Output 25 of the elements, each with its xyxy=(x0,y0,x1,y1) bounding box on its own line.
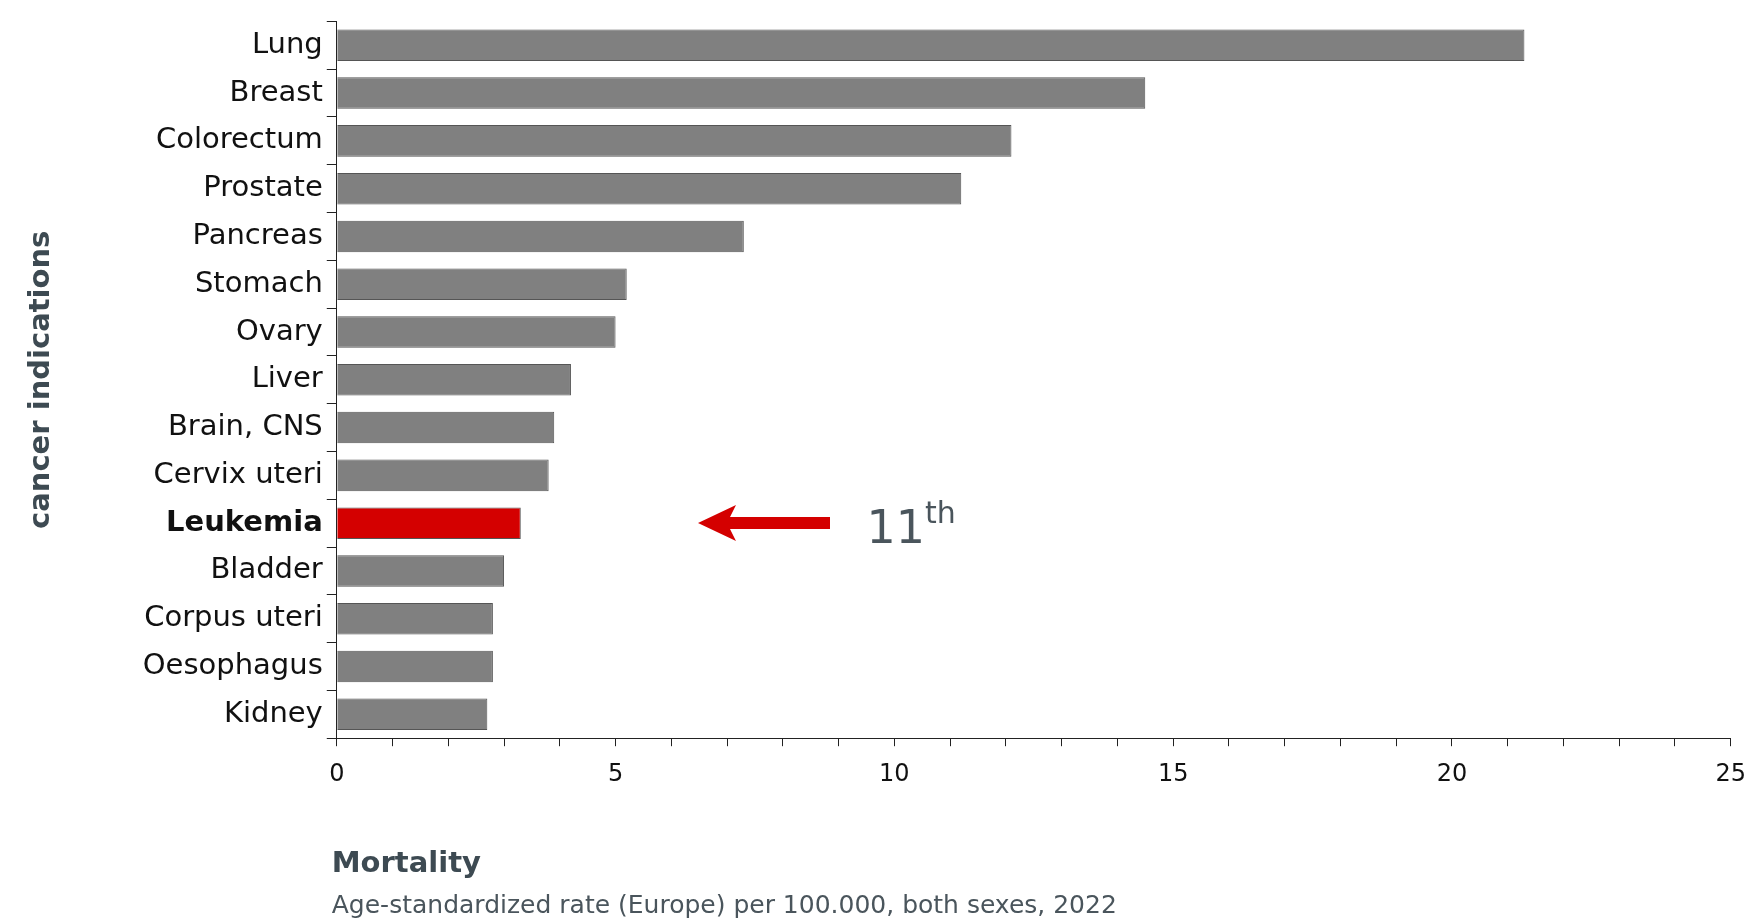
x-tick-label: 0 xyxy=(329,758,345,787)
y-tick-label: Lung xyxy=(251,25,323,60)
annotation: 11$^{th}$ xyxy=(866,495,956,555)
y-tick-label: Leukemia xyxy=(166,503,323,538)
text: Age-standardized rate (Europe) per 100.000, both sexes, 2022 xyxy=(331,890,1117,919)
y-tick-label: Brain, CNS xyxy=(167,408,323,443)
y-tick-label: Breast xyxy=(229,73,323,108)
y-tick-label: Liver xyxy=(251,360,323,395)
y-tick-label: Ovary xyxy=(235,312,323,347)
y-tick-label: Cervix uteri xyxy=(153,455,323,490)
y-tick-label: Stomach xyxy=(194,264,323,299)
x-tick-label: 25 xyxy=(1715,758,1746,787)
y-tick-label: Kidney xyxy=(223,694,323,729)
x-tick-label: 10 xyxy=(879,758,910,787)
y-tick-label: Colorectum xyxy=(155,121,323,156)
y-axis-title: cancer indications xyxy=(21,230,56,529)
y-tick-label: Corpus uteri xyxy=(144,599,323,634)
y-tick-label: Prostate xyxy=(203,169,323,204)
y-tick-label: Bladder xyxy=(210,551,323,586)
x-tick-label: 5 xyxy=(607,758,624,787)
x-tick-label: 20 xyxy=(1436,758,1468,787)
text: Mortality xyxy=(331,845,481,879)
x-tick-label: 15 xyxy=(1157,758,1189,787)
y-tick-label: Pancreas xyxy=(192,216,323,251)
y-tick-label: Oesophagus xyxy=(142,647,323,682)
